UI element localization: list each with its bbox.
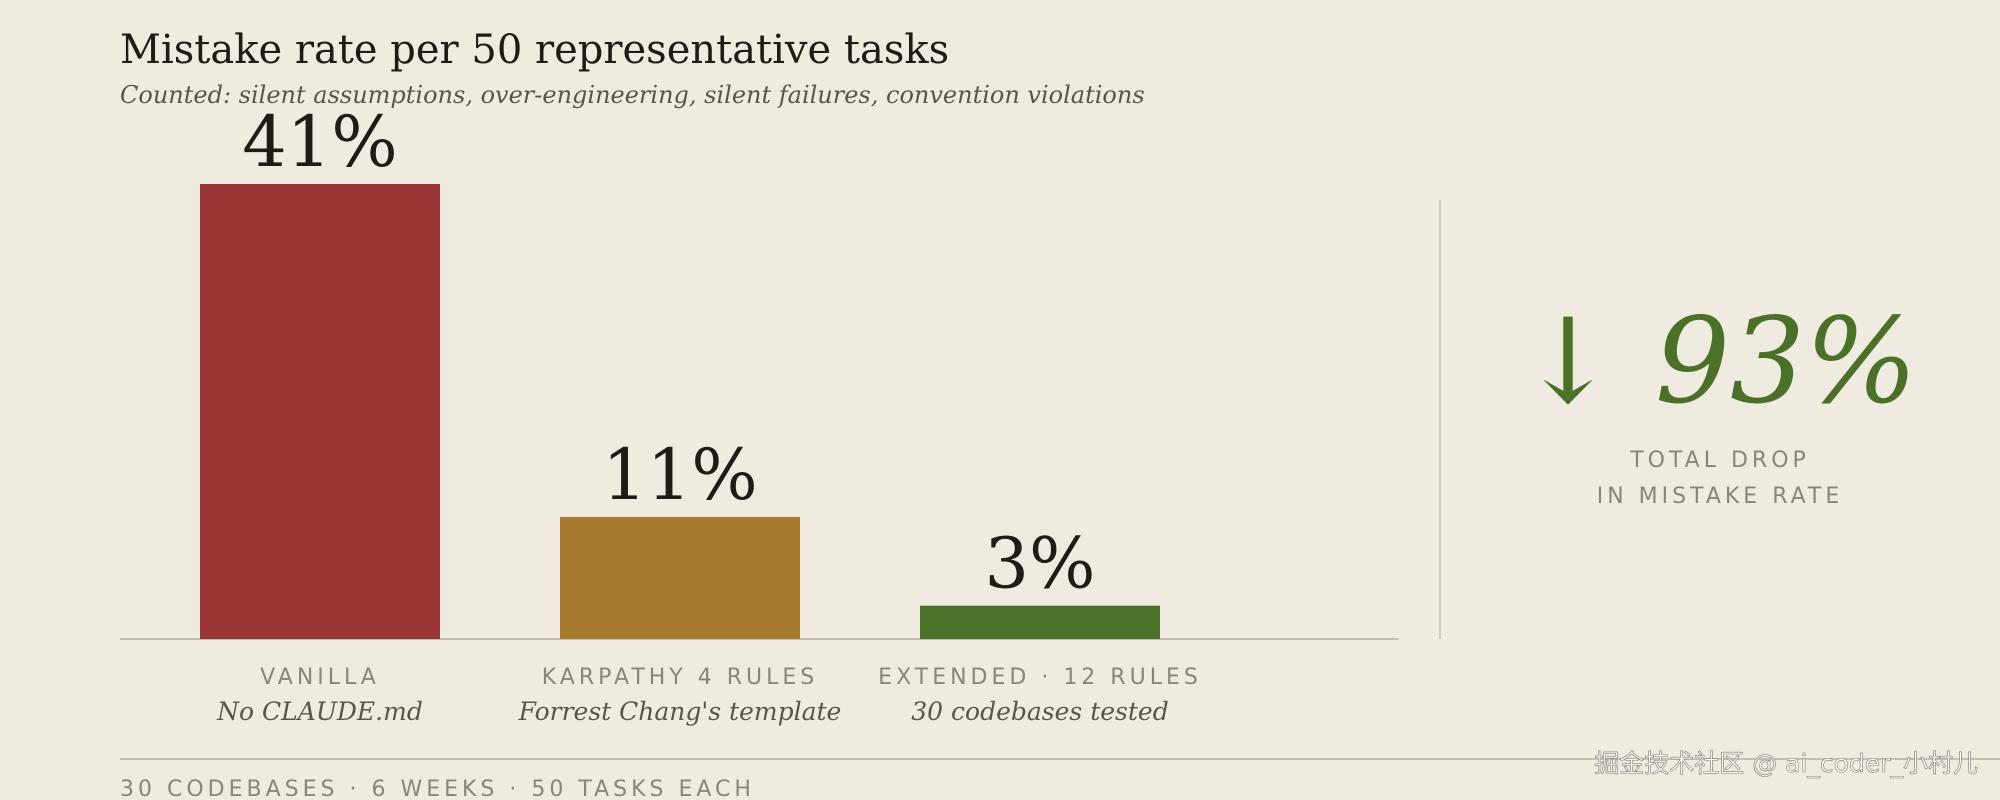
callout-caption: IN MISTAKE RATE [1597,484,1844,509]
bar [560,516,800,639]
callout: ↓ 93% [1519,292,1918,430]
category-label: EXTENDED · 12 RULES [878,665,1202,690]
footer: 30 CODEBASES · 6 WEEKS · 50 TASKS EACH [120,777,755,800]
callout-caption: TOTAL DROP [1629,448,1810,473]
chart-subtitle: Counted: silent assumptions, over-engine… [120,81,1145,109]
category-sublabel: 30 codebases tested [911,697,1168,726]
category-label: VANILLA [260,665,380,690]
chart-title: Mistake rate per 50 representative tasks [120,27,949,73]
category-sublabel: No CLAUDE.md [216,697,423,726]
value-label: 11% [602,434,758,516]
value-label: 41% [242,101,398,183]
watermark: 掘金技术社区 @ ai_coder_小村儿 [1594,749,1978,778]
value-label: 3% [984,523,1095,605]
bar [200,184,440,639]
bar [920,605,1160,639]
category-label: KARPATHY 4 RULES [542,665,819,690]
category-sublabel: Forrest Chang's template [518,697,842,726]
